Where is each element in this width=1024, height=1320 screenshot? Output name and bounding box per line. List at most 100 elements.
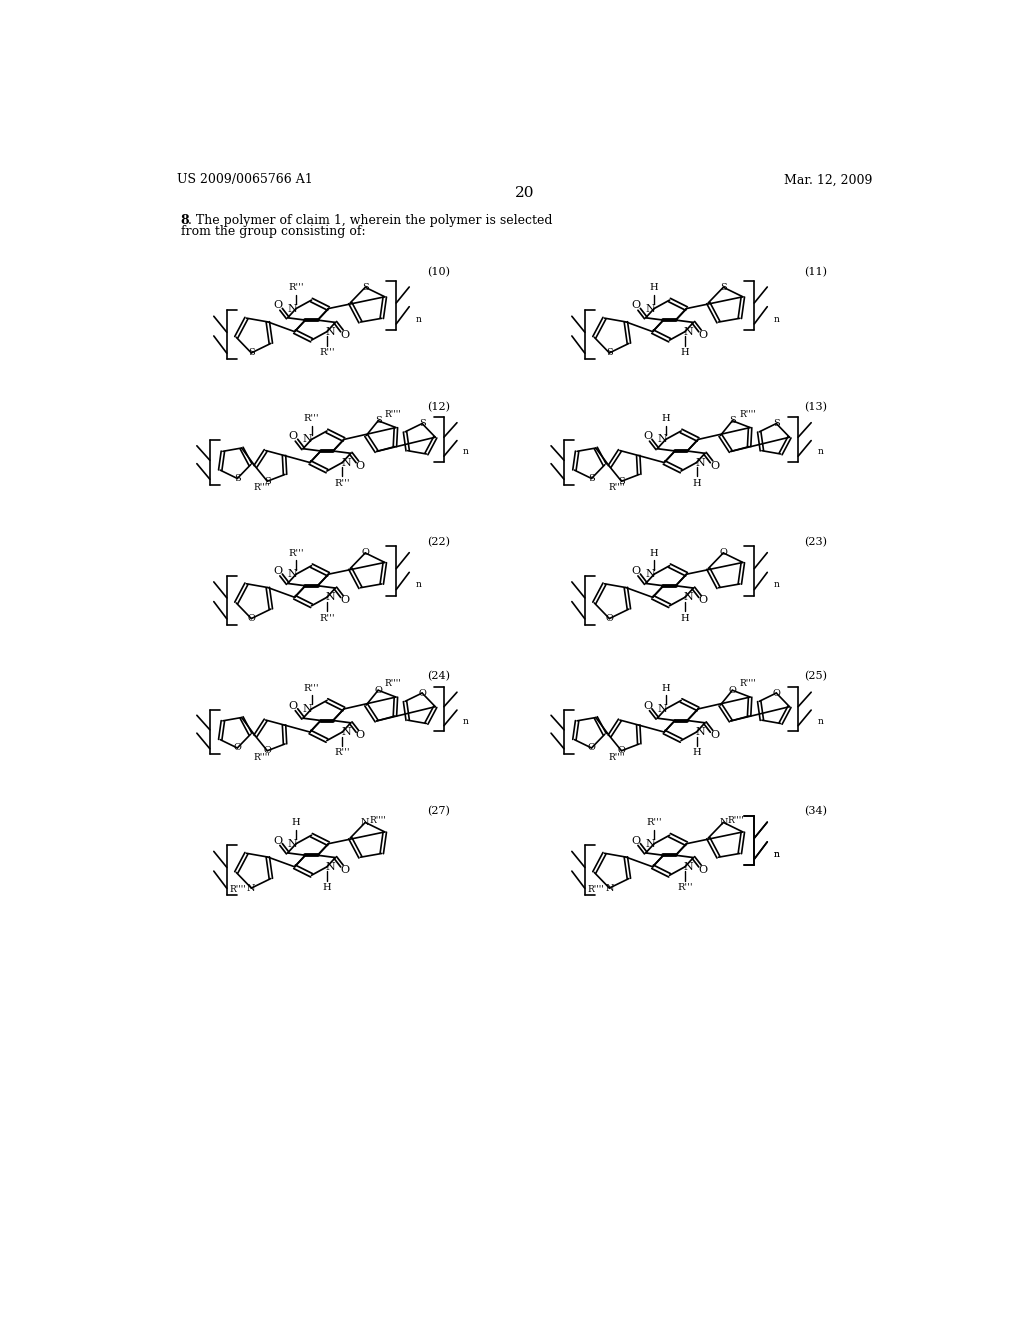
- Text: N: N: [695, 727, 706, 737]
- Text: n: n: [773, 314, 779, 323]
- Text: S: S: [233, 474, 241, 483]
- Text: O: O: [643, 701, 652, 711]
- Text: N: N: [326, 326, 336, 337]
- Text: n: n: [463, 447, 469, 457]
- Text: R''': R''': [335, 479, 350, 488]
- Text: (34): (34): [805, 807, 827, 817]
- Text: N: N: [288, 569, 297, 579]
- Text: R''': R''': [646, 818, 662, 828]
- Text: O: O: [728, 686, 736, 694]
- Text: N: N: [684, 862, 693, 871]
- Text: H: H: [692, 748, 700, 758]
- Text: O: O: [632, 301, 641, 310]
- Text: (24): (24): [427, 671, 451, 681]
- Text: R'''': R'''': [587, 886, 604, 894]
- Text: R''': R''': [304, 684, 319, 693]
- Text: R'''': R'''': [385, 409, 401, 418]
- Text: H: H: [292, 818, 300, 828]
- Text: N: N: [657, 434, 667, 445]
- Text: O: O: [374, 686, 382, 694]
- Text: O: O: [588, 743, 595, 752]
- Text: H: H: [662, 414, 670, 424]
- Text: S: S: [729, 416, 735, 425]
- Text: O: O: [340, 330, 349, 339]
- Text: n: n: [773, 850, 779, 859]
- Text: N: N: [288, 838, 297, 849]
- Text: (11): (11): [805, 267, 827, 277]
- Text: H: H: [650, 284, 658, 292]
- Text: (23): (23): [805, 537, 827, 546]
- Text: H: H: [681, 348, 689, 356]
- Text: R'''': R'''': [229, 886, 246, 894]
- Text: (22): (22): [427, 537, 451, 546]
- Text: N: N: [645, 304, 655, 314]
- Text: O: O: [698, 595, 708, 606]
- Text: (10): (10): [427, 267, 451, 277]
- Text: O: O: [273, 836, 283, 846]
- Text: n: n: [773, 850, 779, 859]
- Text: 8: 8: [180, 214, 189, 227]
- Text: 20: 20: [515, 186, 535, 201]
- Text: O: O: [263, 746, 271, 755]
- Text: R''': R''': [335, 748, 350, 758]
- Text: N: N: [645, 569, 655, 579]
- Text: O: O: [361, 548, 370, 557]
- Text: O: O: [617, 746, 626, 755]
- Text: R'''': R'''': [739, 409, 756, 418]
- Text: S: S: [248, 348, 255, 358]
- Text: US 2009/0065766 A1: US 2009/0065766 A1: [177, 173, 312, 186]
- Text: R''': R''': [677, 883, 693, 892]
- Text: S: S: [606, 348, 612, 358]
- Text: n: n: [416, 314, 421, 323]
- Text: H: H: [323, 883, 331, 892]
- Text: O: O: [698, 330, 708, 339]
- Text: Mar. 12, 2009: Mar. 12, 2009: [784, 173, 872, 186]
- Text: (27): (27): [427, 807, 450, 817]
- Text: n: n: [817, 717, 823, 726]
- Text: O: O: [418, 689, 426, 697]
- Text: O: O: [643, 432, 652, 441]
- Text: O: O: [698, 865, 708, 875]
- Text: n: n: [773, 581, 779, 589]
- Text: O: O: [356, 461, 365, 471]
- Text: R'''': R'''': [608, 483, 625, 492]
- Text: N: N: [719, 818, 728, 826]
- Text: O: O: [340, 595, 349, 606]
- Text: R'''': R'''': [385, 678, 401, 688]
- Text: S: S: [773, 418, 779, 428]
- Text: N: N: [684, 593, 693, 602]
- Text: R'''': R'''': [608, 752, 625, 762]
- Text: H: H: [650, 549, 658, 558]
- Text: O: O: [233, 743, 242, 752]
- Text: S: S: [419, 418, 426, 428]
- Text: N: N: [361, 818, 370, 826]
- Text: O: O: [273, 566, 283, 576]
- Text: S: S: [618, 477, 625, 486]
- Text: (25): (25): [805, 671, 827, 681]
- Text: O: O: [605, 614, 613, 623]
- Text: O: O: [289, 701, 298, 711]
- Text: R''': R''': [289, 284, 304, 292]
- Text: N: N: [684, 326, 693, 337]
- Text: (12): (12): [427, 403, 451, 412]
- Text: R''': R''': [304, 414, 319, 424]
- Text: O: O: [772, 689, 780, 697]
- Text: n: n: [463, 717, 469, 726]
- Text: R'''': R'''': [739, 678, 756, 688]
- Text: N: N: [288, 304, 297, 314]
- Text: N: N: [695, 458, 706, 467]
- Text: O: O: [720, 548, 727, 557]
- Text: O: O: [356, 730, 365, 741]
- Text: N: N: [341, 458, 351, 467]
- Text: O: O: [632, 566, 641, 576]
- Text: H: H: [692, 479, 700, 488]
- Text: S: S: [361, 282, 369, 292]
- Text: N: N: [326, 593, 336, 602]
- Text: R''': R''': [319, 348, 335, 356]
- Text: R'''': R'''': [254, 752, 270, 762]
- Text: N: N: [247, 883, 256, 892]
- Text: R''': R''': [319, 614, 335, 623]
- Text: R''': R''': [289, 549, 304, 558]
- Text: n: n: [416, 581, 421, 589]
- Text: N: N: [605, 883, 613, 892]
